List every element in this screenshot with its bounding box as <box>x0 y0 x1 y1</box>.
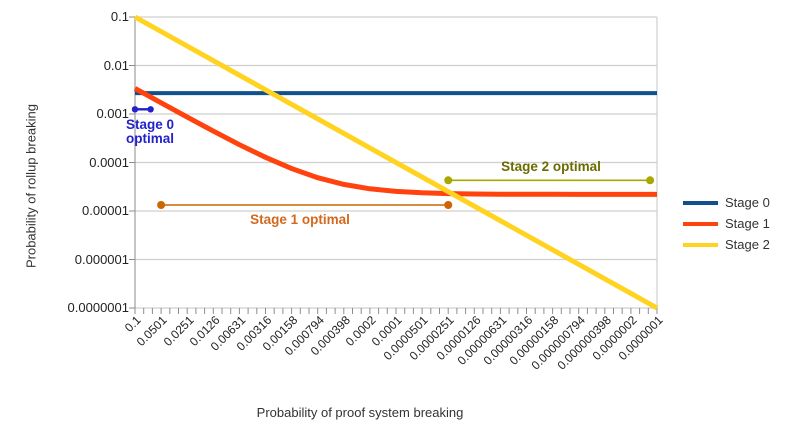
y-tick-label: 0.0001 <box>89 154 129 170</box>
annotation-label-stage0-optimal: Stage 0 optimal <box>126 118 174 146</box>
annotation-label-stage2-optimal: Stage 2 optimal <box>501 159 601 174</box>
y-tick-label: 0.0000001 <box>67 300 129 315</box>
legend-item-stage2: Stage 2 <box>683 234 770 255</box>
x-axis-title: Probability of proof system breaking <box>256 405 464 420</box>
series-line-stage-1 <box>133 86 657 197</box>
legend-item-stage0: Stage 0 <box>683 192 770 213</box>
annotation-label-stage0-line2: optimal <box>125 131 174 146</box>
y-tick-label: 0.000001 <box>74 251 129 267</box>
legend-label-stage1: Stage 1 <box>725 216 770 231</box>
annotation-dot-stage2-optimal-end <box>646 176 655 185</box>
y-tick-label: 0.1 <box>110 9 129 24</box>
y-tick-label: 0.01 <box>103 57 129 73</box>
annotation-label-stage0-line1: Stage 0 <box>125 117 175 132</box>
annotation-dot-stage0-optimal-end <box>147 106 154 113</box>
annotation-dot-stage1-optimal-end <box>444 200 453 209</box>
y-tick-label: 0.00001 <box>82 203 129 218</box>
y-axis-title: Probability of rollup breaking <box>23 103 39 269</box>
legend: Stage 0 Stage 1 Stage 2 <box>683 192 770 255</box>
annotation-label-stage1-optimal: Stage 1 optimal <box>250 212 350 227</box>
legend-swatch-stage0 <box>683 200 718 205</box>
y-tick-label: 0.001 <box>96 106 129 121</box>
legend-swatch-stage2 <box>683 242 718 247</box>
legend-label-stage2: Stage 2 <box>725 237 770 252</box>
annotation-dot-stage1-optimal-start <box>157 200 166 209</box>
annotation-dot-stage0-optimal-start <box>131 106 139 113</box>
legend-label-stage0: Stage 0 <box>725 195 770 210</box>
annotation-dot-stage2-optimal-start <box>444 176 453 185</box>
series-line-stage-2 <box>133 14 659 311</box>
legend-swatch-stage1 <box>683 221 718 226</box>
legend-item-stage1: Stage 1 <box>683 213 770 234</box>
